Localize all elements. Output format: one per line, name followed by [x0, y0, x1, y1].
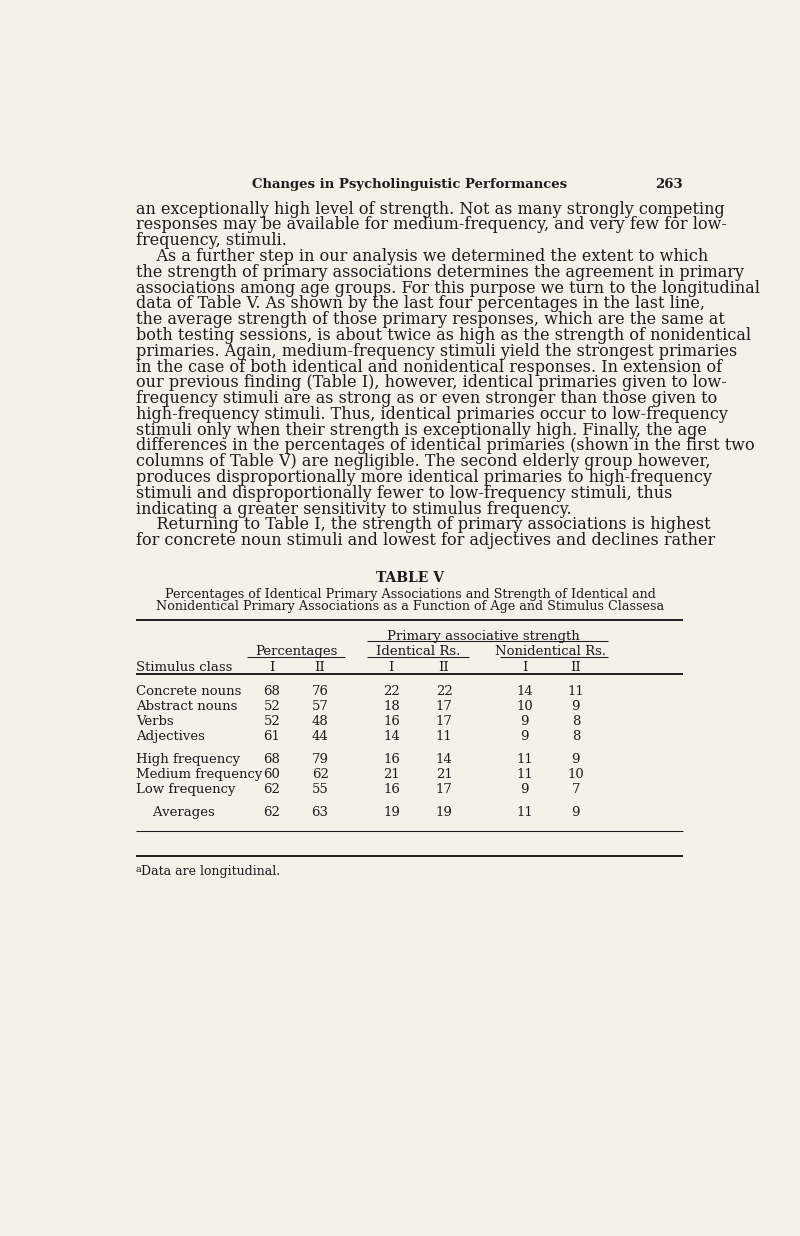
Text: our previous finding (Table I), however, identical primaries given to low-: our previous finding (Table I), however,… [136, 375, 726, 392]
Text: I: I [389, 661, 394, 674]
Text: 9: 9 [521, 782, 529, 796]
Text: an exceptionally high level of strength. Not as many strongly competing: an exceptionally high level of strength.… [136, 200, 725, 218]
Text: II: II [438, 661, 450, 674]
Text: associations among age groups. For this purpose we turn to the longitudinal: associations among age groups. For this … [136, 279, 760, 297]
Text: stimuli only when their strength is exceptionally high. Finally, the age: stimuli only when their strength is exce… [136, 421, 706, 439]
Text: Nonidentical Rs.: Nonidentical Rs. [494, 645, 606, 658]
Text: Data are longitudinal.: Data are longitudinal. [141, 865, 280, 879]
Text: 7: 7 [571, 782, 580, 796]
Text: 44: 44 [312, 730, 329, 743]
Text: 60: 60 [264, 768, 281, 781]
Text: columns of Table V) are negligible. The second elderly group however,: columns of Table V) are negligible. The … [136, 454, 710, 470]
Text: in the case of both identical and nonidentical responses. In extension of: in the case of both identical and nonide… [136, 358, 722, 376]
Text: 11: 11 [516, 768, 533, 781]
Text: 10: 10 [567, 768, 584, 781]
Text: 9: 9 [521, 716, 529, 728]
Text: for concrete noun stimuli and lowest for adjectives and declines rather: for concrete noun stimuli and lowest for… [136, 533, 715, 549]
Text: 16: 16 [383, 753, 400, 766]
Text: data of Table V. As shown by the last four percentages in the last line,: data of Table V. As shown by the last fo… [136, 295, 705, 313]
Text: 9: 9 [521, 730, 529, 743]
Text: 21: 21 [436, 768, 453, 781]
Text: 8: 8 [572, 730, 580, 743]
Text: 11: 11 [436, 730, 453, 743]
Text: 52: 52 [264, 716, 281, 728]
Text: As a further step in our analysis we determined the extent to which: As a further step in our analysis we det… [136, 248, 708, 265]
Text: 57: 57 [312, 700, 329, 713]
Text: Verbs: Verbs [136, 716, 174, 728]
Text: frequency, stimuli.: frequency, stimuli. [136, 232, 286, 250]
Text: 19: 19 [383, 806, 400, 818]
Text: 14: 14 [383, 730, 400, 743]
Text: 21: 21 [383, 768, 400, 781]
Text: 14: 14 [516, 685, 533, 698]
Text: Low frequency: Low frequency [136, 782, 235, 796]
Text: frequency stimuli are as strong as or even stronger than those given to: frequency stimuli are as strong as or ev… [136, 391, 717, 407]
Text: Stimulus class: Stimulus class [136, 661, 232, 674]
Text: 19: 19 [436, 806, 453, 818]
Text: Averages: Averages [136, 806, 214, 818]
Text: 62: 62 [312, 768, 329, 781]
Text: produces disproportionally more identical primaries to high-frequency: produces disproportionally more identica… [136, 468, 712, 486]
Text: responses may be available for medium-frequency, and very few for low-: responses may be available for medium-fr… [136, 216, 726, 234]
Text: Adjectives: Adjectives [136, 730, 205, 743]
Text: indicating a greater sensitivity to stimulus frequency.: indicating a greater sensitivity to stim… [136, 501, 571, 518]
Text: I: I [522, 661, 527, 674]
Text: 16: 16 [383, 782, 400, 796]
Text: differences in the percentages of identical primaries (shown in the first two: differences in the percentages of identi… [136, 438, 754, 455]
Text: primaries. Again, medium-frequency stimuli yield the strongest primaries: primaries. Again, medium-frequency stimu… [136, 342, 737, 360]
Text: 11: 11 [516, 806, 533, 818]
Text: 55: 55 [312, 782, 329, 796]
Text: 68: 68 [264, 753, 281, 766]
Text: 17: 17 [436, 700, 453, 713]
Text: II: II [314, 661, 326, 674]
Text: the average strength of those primary responses, which are the same at: the average strength of those primary re… [136, 311, 725, 329]
Text: Nonidentical Primary Associations as a Function of Age and Stimulus Classesa: Nonidentical Primary Associations as a F… [156, 601, 664, 613]
Text: Percentages: Percentages [255, 645, 338, 658]
Text: 62: 62 [264, 806, 281, 818]
Text: 62: 62 [264, 782, 281, 796]
Text: 11: 11 [516, 753, 533, 766]
Text: high-frequency stimuli. Thus, identical primaries occur to low-frequency: high-frequency stimuli. Thus, identical … [136, 405, 727, 423]
Text: Medium frequency: Medium frequency [136, 768, 262, 781]
Text: Identical Rs.: Identical Rs. [375, 645, 460, 658]
Text: 68: 68 [264, 685, 281, 698]
Text: the strength of primary associations determines the agreement in primary: the strength of primary associations det… [136, 263, 744, 281]
Text: Percentages of Identical Primary Associations and Strength of Identical and: Percentages of Identical Primary Associa… [165, 588, 655, 601]
Text: II: II [570, 661, 582, 674]
Text: 17: 17 [436, 716, 453, 728]
Text: 61: 61 [264, 730, 281, 743]
Text: 79: 79 [312, 753, 329, 766]
Text: both testing sessions, is about twice as high as the strength of nonidentical: both testing sessions, is about twice as… [136, 328, 750, 344]
Text: stimuli and disproportionally fewer to low-frequency stimuli, thus: stimuli and disproportionally fewer to l… [136, 485, 672, 502]
Text: 52: 52 [264, 700, 281, 713]
Text: 9: 9 [571, 806, 580, 818]
Text: a: a [136, 865, 142, 874]
Text: I: I [270, 661, 274, 674]
Text: 11: 11 [567, 685, 584, 698]
Text: Concrete nouns: Concrete nouns [136, 685, 241, 698]
Text: 22: 22 [383, 685, 400, 698]
Text: Primary associative strength: Primary associative strength [387, 629, 580, 643]
Text: Abstract nouns: Abstract nouns [136, 700, 237, 713]
Text: 76: 76 [312, 685, 329, 698]
Text: 22: 22 [436, 685, 453, 698]
Text: 16: 16 [383, 716, 400, 728]
Text: Returning to Table I, the strength of primary associations is highest: Returning to Table I, the strength of pr… [136, 517, 710, 534]
Text: 18: 18 [383, 700, 400, 713]
Text: High frequency: High frequency [136, 753, 240, 766]
Text: 8: 8 [572, 716, 580, 728]
Text: 48: 48 [312, 716, 329, 728]
Text: 10: 10 [516, 700, 533, 713]
Text: Changes in Psycholinguistic Performances: Changes in Psycholinguistic Performances [253, 178, 567, 190]
Text: 17: 17 [436, 782, 453, 796]
Text: 14: 14 [436, 753, 453, 766]
Text: 9: 9 [571, 700, 580, 713]
Text: TABLE V: TABLE V [376, 571, 444, 585]
Text: 9: 9 [571, 753, 580, 766]
Text: 263: 263 [655, 178, 683, 190]
Text: 63: 63 [312, 806, 329, 818]
